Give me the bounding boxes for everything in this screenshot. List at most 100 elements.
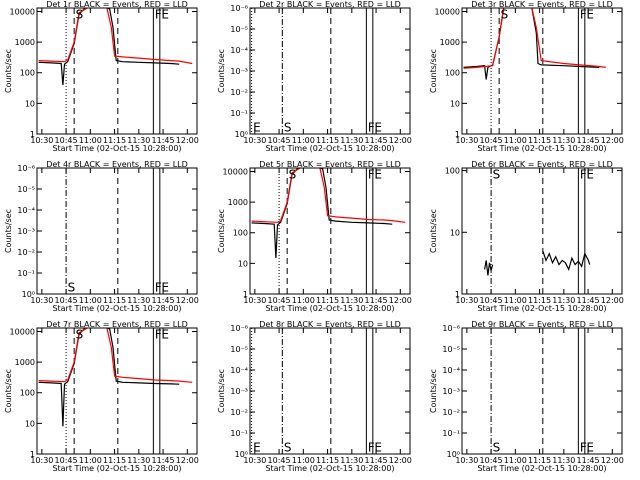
event-label: S — [76, 8, 84, 22]
y-axis-label: Counts/sec — [4, 49, 13, 93]
x-tick-label: 11:00 — [292, 456, 315, 465]
x-axis-label: Start Time (02-Oct-15 10:28:00) — [265, 464, 394, 473]
panel: E S F E10:30 10:45 11:00 11:15 11:30 11:45 12:001… — [217, 320, 412, 473]
x-tick-label: 12:00 — [389, 136, 412, 145]
series-line — [463, 8, 600, 80]
plot-area — [251, 168, 406, 294]
x-tick-label: 10:30 — [455, 296, 478, 305]
axes-frame — [249, 7, 411, 135]
y-tick-label: 10⁻¹ — [17, 269, 35, 278]
y-tick-label: 10⁰ — [447, 450, 460, 459]
event-label: S — [284, 121, 292, 135]
axes-frame — [461, 7, 623, 135]
event-label: F — [368, 441, 375, 455]
y-tick-label: 10⁰ — [235, 130, 248, 139]
y-tick-label: 10⁻³ — [230, 67, 248, 76]
x-tick-label: 10:45 — [55, 456, 78, 465]
y-tick-label: 1000 — [228, 198, 248, 207]
event-label: F — [155, 328, 162, 342]
x-axis-label: Start Time (02-Oct-15 10:28:00) — [477, 304, 606, 313]
y-tick-label: 100 — [233, 229, 248, 238]
x-tick-label: 11:00 — [504, 136, 527, 145]
y-tick-label: 10⁻¹ — [442, 429, 460, 438]
y-tick-label: 10 — [450, 228, 460, 237]
y-tick-label: 10⁻⁴ — [230, 366, 248, 375]
x-axis-label: Start Time (02-Oct-15 10:28:00) — [477, 144, 606, 153]
x-tick-label: 12:00 — [601, 136, 624, 145]
y-tick-label: 10⁻¹ — [230, 429, 248, 438]
y-tick-label: 1 — [455, 290, 460, 299]
event-label: E — [161, 281, 169, 295]
x-tick-label: 12:00 — [176, 456, 199, 465]
x-tick-label: 11:15 — [103, 456, 126, 465]
y-tick-label: 10⁻⁶ — [442, 324, 460, 333]
event-label: E — [253, 441, 261, 455]
y-tick-label: 10⁻³ — [17, 227, 35, 236]
panel-title: Det 3r BLACK = Events, RED = LLD — [471, 0, 613, 9]
x-tick-label: 10:45 — [480, 456, 503, 465]
series-line — [38, 8, 180, 85]
x-tick-label: 11:30 — [552, 456, 575, 465]
y-tick-label: 10⁻⁶ — [230, 324, 248, 333]
panel: S F E 10:30 10:45 11:00 11:15 11:30 11:45 12:00 1 1… — [4, 0, 199, 153]
axes-frame — [461, 167, 623, 295]
axes-frame — [249, 167, 411, 295]
x-tick-label: 10:45 — [268, 456, 291, 465]
x-tick-label: 11:15 — [528, 296, 551, 305]
event-label: E — [374, 168, 382, 182]
y-tick-label: 10 — [25, 419, 35, 428]
y-tick-label: 1 — [30, 130, 35, 139]
y-tick-label: 10⁻⁵ — [17, 185, 35, 194]
x-tick-label: 11:45 — [577, 456, 600, 465]
plot-area — [463, 8, 606, 134]
x-tick-label: 11:15 — [103, 136, 126, 145]
event-label: E — [586, 168, 594, 182]
series-line — [38, 8, 193, 65]
panel-title: Det 2r BLACK = Events, RED = LLD — [259, 0, 401, 9]
x-tick-label: 11:30 — [552, 136, 575, 145]
x-tick-label: 12:00 — [601, 296, 624, 305]
y-tick-label: 1000 — [440, 38, 460, 47]
x-tick-label: 11:15 — [528, 456, 551, 465]
plot-area — [484, 168, 591, 294]
y-tick-label: 10000 — [10, 7, 35, 16]
x-tick-label: 10:45 — [55, 296, 78, 305]
event-label: E — [586, 8, 594, 22]
event-label: F — [155, 8, 162, 22]
panel: S F E 10:30 10:45 11:00 11:15 11:30 11:45 12:00 1 1… — [4, 320, 199, 473]
y-tick-label: 10⁻⁴ — [230, 46, 248, 55]
panel: S F E 10:30 10:45 11:00 11:15 11:30 11:45 12:00 1 1… — [429, 0, 624, 153]
x-tick-label: 11:15 — [103, 296, 126, 305]
x-tick-label: 10:45 — [55, 136, 78, 145]
axes-frame — [249, 327, 411, 455]
panel-title: Det 8r BLACK = Events, RED = LLD — [259, 320, 401, 329]
y-tick-label: 1000 — [15, 38, 35, 47]
y-axis-label: Counts/sec — [217, 49, 226, 93]
y-tick-label: 1 — [30, 450, 35, 459]
x-tick-label: 11:30 — [127, 456, 150, 465]
y-tick-label: 10⁻⁵ — [442, 345, 460, 354]
x-tick-label: 10:30 — [30, 296, 53, 305]
event-label: S — [284, 441, 292, 455]
event-label: F — [368, 121, 375, 135]
x-tick-label: 11:45 — [152, 456, 175, 465]
x-tick-label: 11:45 — [577, 136, 600, 145]
x-tick-label: 11:30 — [127, 136, 150, 145]
panel-title: Det 6r BLACK = Events, RED = LLD — [471, 160, 613, 169]
event-label: F — [580, 8, 587, 22]
x-tick-label: 12:00 — [176, 296, 199, 305]
plot-area — [65, 168, 161, 294]
y-axis-label: Counts/sec — [217, 209, 226, 253]
y-tick-label: 10⁻⁴ — [17, 206, 35, 215]
x-tick-label: 11:30 — [127, 296, 150, 305]
series-line — [463, 8, 606, 69]
y-tick-label: 10⁻³ — [442, 387, 460, 396]
y-tick-label: 10000 — [10, 327, 35, 336]
axes-frame — [36, 327, 198, 455]
event-label: E — [161, 8, 169, 22]
event-label: S — [76, 328, 84, 342]
y-tick-label: 10⁻⁶ — [230, 4, 248, 13]
x-tick-label: 11:45 — [365, 456, 388, 465]
x-tick-label: 10:30 — [243, 296, 266, 305]
